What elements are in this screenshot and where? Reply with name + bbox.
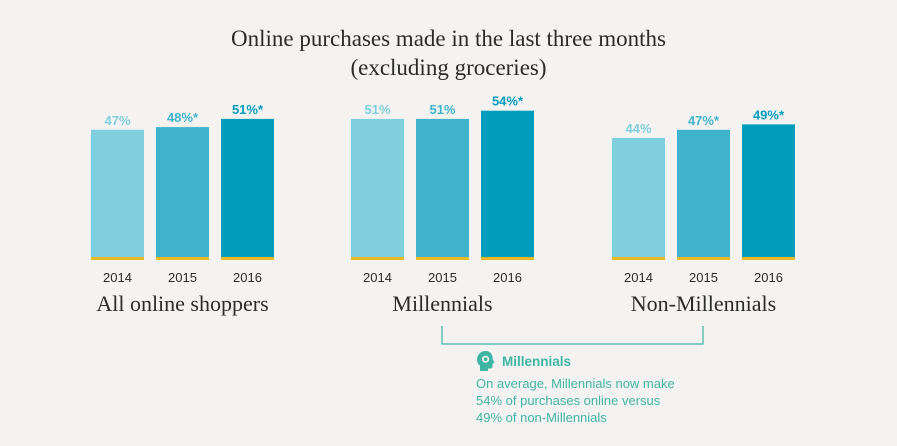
chart-subtitle: (excluding groceries) xyxy=(350,55,547,80)
bar xyxy=(416,118,469,259)
tick-label: 2016 xyxy=(233,270,262,285)
data-label: 47% xyxy=(104,113,130,128)
bar-baseline xyxy=(742,257,795,260)
bar xyxy=(612,138,665,258)
head-icon xyxy=(477,351,495,371)
bar xyxy=(742,124,795,259)
data-label: 51%* xyxy=(232,102,264,117)
group-label: All online shoppers xyxy=(96,291,268,316)
callout-line: 49% of non-Millennials xyxy=(476,410,607,425)
data-label: 47%* xyxy=(688,113,720,128)
tick-label: 2016 xyxy=(754,270,783,285)
bar-baseline xyxy=(416,257,469,260)
bar-baseline xyxy=(351,257,404,260)
data-label: 48%* xyxy=(167,110,199,125)
bar xyxy=(156,127,209,258)
group-label: Millennials xyxy=(392,291,492,316)
millennials-callout: Millennials On average, Millennials now … xyxy=(476,350,736,426)
bar-baseline xyxy=(677,257,730,260)
bar xyxy=(221,118,274,259)
data-label: 51% xyxy=(429,102,455,117)
bar-baseline xyxy=(156,257,209,260)
tick-label: 2015 xyxy=(168,270,197,285)
bar-group: 47% 2014 48%* 2015 51%* 2016 All online shoppe… xyxy=(91,102,274,316)
tick-label: 2016 xyxy=(493,270,522,285)
group-label: Non-Millennials xyxy=(631,291,776,316)
bar xyxy=(91,129,144,258)
bar-baseline xyxy=(612,257,665,260)
data-label: 44% xyxy=(625,121,651,136)
data-label: 49%* xyxy=(753,107,785,122)
bar xyxy=(677,129,730,258)
chart-title: Online purchases made in the last three … xyxy=(231,26,666,51)
bar-baseline xyxy=(91,257,144,260)
data-label: 51% xyxy=(364,102,390,117)
comparison-bracket xyxy=(441,326,704,345)
tick-label: 2014 xyxy=(624,270,653,285)
bar xyxy=(481,110,534,258)
tick-label: 2014 xyxy=(363,270,392,285)
bar xyxy=(351,118,404,259)
tick-label: 2015 xyxy=(689,270,718,285)
callout-heading: Millennials xyxy=(502,353,572,369)
bar-baseline xyxy=(481,257,534,260)
tick-label: 2014 xyxy=(103,270,132,285)
data-label: 54%* xyxy=(492,94,524,109)
bar-group: 44% 2014 47%* 2015 49%* 2016 Non-Millennials xyxy=(612,107,795,316)
bar-baseline xyxy=(221,257,274,260)
tick-label: 2015 xyxy=(428,270,457,285)
callout-line: On average, Millennials now make xyxy=(476,376,675,391)
callout-line: 54% of purchases online versus xyxy=(476,393,661,408)
